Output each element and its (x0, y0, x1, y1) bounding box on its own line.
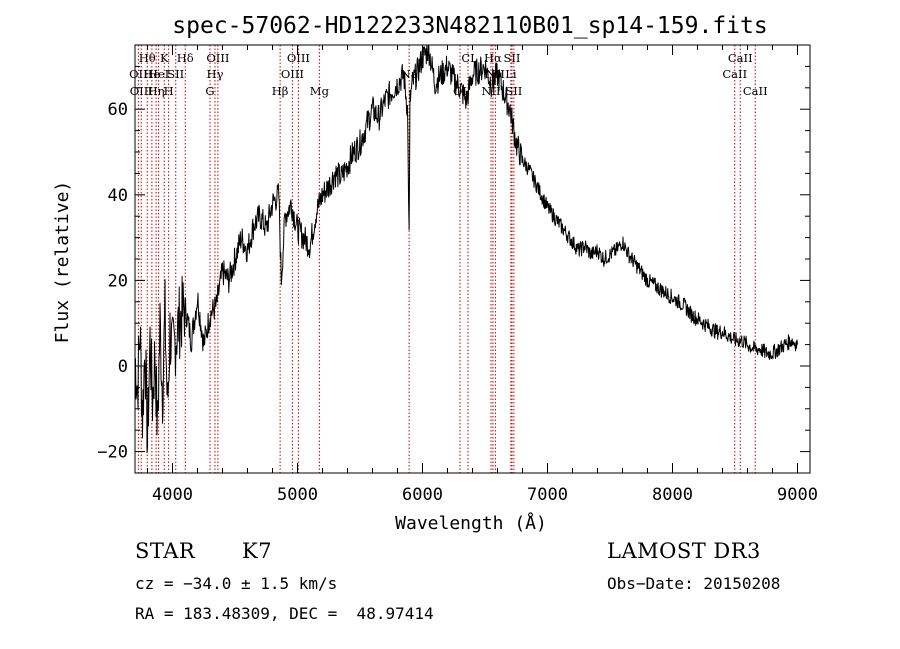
spectral-line-label: HeI (148, 67, 169, 81)
spectral-line-labels: OIIOIIIHθHeHηHeIKHSIIHδGHγOIIIHβOIIIOIII… (129, 51, 768, 98)
y-tick-label: 0 (118, 357, 128, 377)
spectral-line-label: Hη (148, 84, 165, 98)
spectral-line-label: Hδ (177, 51, 194, 65)
object-subclass: K7 (242, 539, 273, 563)
x-tick-label: 9000 (777, 485, 818, 505)
spectrum-chart: spec-57062-HD122233N482110B01_sp14-159.f… (52, 13, 818, 534)
x-axis-label: Wavelength (Å) (395, 512, 547, 534)
y-tick-label: −20 (97, 443, 128, 463)
spectral-line-label: Hβ (272, 84, 289, 98)
spectral-line-label: SII (505, 84, 522, 98)
coordinates-text: RA = 183.48309, DEC = 48.97414 (135, 604, 434, 623)
y-axis-label: Flux (relative) (52, 181, 73, 344)
spectral-line-label: CaII (743, 84, 768, 98)
spectral-line-label: CaII (722, 67, 747, 81)
survey-name: LAMOST DR3 (607, 539, 761, 563)
y-tick-label: 60 (108, 100, 128, 120)
spectral-line-label: Hα (484, 51, 502, 65)
spectral-line-label: H (164, 84, 174, 98)
axis-ticks: 4000 5000 6000 7000 8000 9000 −20 0 20 40 60 (97, 45, 818, 505)
spectral-line-markers (137, 45, 756, 473)
spectral-line-label: OIII (287, 51, 310, 65)
spectral-line-label: OIII (206, 51, 229, 65)
spectral-line-label: Hθ (139, 51, 156, 65)
spectral-line-label: K (160, 51, 169, 65)
spectral-line-label: OIII (281, 67, 304, 81)
spectral-line-label: CI (461, 51, 474, 65)
x-tick-label: 4000 (152, 485, 193, 505)
spectral-line-label: Hγ (207, 67, 224, 81)
spectral-line-label: Li (505, 67, 517, 81)
spectral-line-label: Mg (310, 84, 330, 98)
observation-date: Obs−Date: 20150208 (607, 574, 781, 593)
spectral-line-label: CaII (728, 51, 753, 65)
x-tick-label: 8000 (652, 485, 693, 505)
spectral-line-label: G (205, 84, 214, 98)
spectral-line-label: SII (504, 51, 521, 65)
object-class: STAR (135, 539, 196, 563)
redshift-text: cz = −34.0 ± 1.5 km/s (135, 574, 338, 593)
y-tick-label: 40 (108, 186, 128, 206)
x-tick-label: 6000 (402, 485, 443, 505)
x-tick-label: 7000 (527, 485, 568, 505)
spectrum-line (134, 44, 798, 454)
spectral-line-label: He (143, 67, 160, 81)
spectral-line-label: OII (129, 67, 148, 81)
y-tick-label: 20 (108, 271, 128, 291)
chart-title: spec-57062-HD122233N482110B01_sp14-159.f… (172, 13, 767, 39)
spectral-line-label: SII (167, 67, 184, 81)
x-tick-label: 5000 (277, 485, 318, 505)
